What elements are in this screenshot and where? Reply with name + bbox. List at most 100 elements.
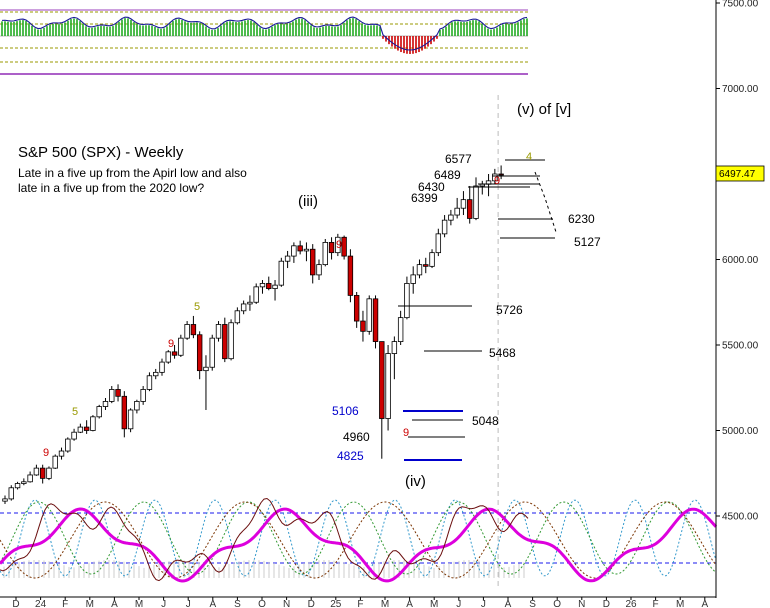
price-axis-tick-label: 5000.00 <box>722 426 759 437</box>
candle <box>353 291 360 328</box>
date-axis-label: J <box>186 599 191 608</box>
date-axis-label: A <box>701 599 708 608</box>
date-axis-label: D <box>12 599 19 608</box>
candle <box>397 310 404 345</box>
price-level-label: 6430 <box>418 180 445 194</box>
candle <box>178 334 184 357</box>
candle <box>435 228 442 257</box>
candle <box>278 257 285 287</box>
candle <box>372 295 379 349</box>
candle <box>272 280 278 301</box>
price-level-label: 5106 <box>332 404 359 418</box>
candle-body-up <box>448 214 454 221</box>
candle-body-down <box>353 295 360 322</box>
candle <box>121 391 128 438</box>
date-axis-label: S <box>234 599 241 608</box>
date-axis-label: M <box>430 599 438 608</box>
price-level-label: 5127 <box>574 235 601 249</box>
candle <box>209 334 215 371</box>
chart-subtitle-line-2: late in a five up from the 2020 low? <box>18 181 204 195</box>
histogram-signal-line <box>1 16 528 51</box>
candle <box>391 336 398 380</box>
candle <box>109 386 115 404</box>
candle <box>316 259 322 281</box>
date-axis-label: J <box>481 599 486 608</box>
candle-body-up <box>322 241 328 266</box>
candle-body-up <box>21 481 27 484</box>
top-histogram-indicator <box>0 9 528 77</box>
candle-body-up <box>140 389 146 402</box>
candle <box>479 180 485 195</box>
candle <box>21 478 27 486</box>
candle <box>159 358 165 376</box>
date-axis-label: M <box>381 599 389 608</box>
date-axis-label: 26 <box>625 599 637 608</box>
cycle-wave-long <box>0 501 717 579</box>
candle-body-up <box>90 416 96 431</box>
candle <box>460 191 467 216</box>
price-level-label: 6230 <box>568 212 595 226</box>
candle-body-up <box>429 252 435 267</box>
candle <box>385 345 391 431</box>
candle-body-up <box>253 286 259 303</box>
wave-label-v: (v) of [v] <box>517 101 571 118</box>
candle <box>52 454 58 469</box>
count-marker: 5 <box>72 406 78 418</box>
candle-body-up <box>134 401 140 411</box>
date-axis-label: D <box>308 599 315 608</box>
candle-body-up <box>71 431 77 440</box>
candle <box>247 295 253 311</box>
candle-body-up <box>404 283 410 319</box>
candle <box>77 423 84 434</box>
price-level-label: 4825 <box>337 449 364 463</box>
candle <box>140 386 146 405</box>
date-axis-label: F <box>62 599 68 608</box>
count-marker: 5 <box>194 301 200 313</box>
candle-body-up <box>165 351 171 363</box>
candle-body-up <box>416 264 423 276</box>
candle <box>266 276 272 291</box>
date-axis-label: J <box>456 599 461 608</box>
price-axis-tick-label: 4500.00 <box>722 512 759 523</box>
candle-body-up <box>391 341 398 354</box>
candle-body-down <box>171 351 178 356</box>
candle-body-up <box>303 248 310 252</box>
candle <box>379 341 385 459</box>
candle <box>485 174 492 197</box>
candle <box>328 237 335 260</box>
candle-body-up <box>209 337 215 368</box>
wave-label-iii: (iii) <box>298 193 318 210</box>
candle-body-up <box>240 303 247 312</box>
chart-subtitle-line-1: Late in a five up from the Apirl low and… <box>18 166 247 180</box>
candle <box>46 466 52 481</box>
price-axis: 4500.005000.005500.006000.006500.007000.… <box>715 0 759 598</box>
candle-body-up <box>441 219 448 235</box>
candle <box>240 300 247 315</box>
candle <box>297 240 303 255</box>
count-marker: 9 <box>336 239 342 251</box>
date-axis-label: A <box>505 599 512 608</box>
candle-body-down <box>341 236 347 257</box>
price-axis-tick-label: 6000.00 <box>722 255 759 266</box>
histogram-background <box>0 10 528 77</box>
candle-body-up <box>96 406 102 418</box>
candle-body-down <box>310 248 316 276</box>
candle <box>39 464 46 484</box>
candle <box>222 317 228 363</box>
candle <box>134 399 140 414</box>
candle-body-down <box>297 245 303 252</box>
cycle-composite-line <box>0 507 718 583</box>
count-marker: 9 <box>43 447 49 459</box>
date-axis-label: F <box>357 599 363 608</box>
candle <box>234 307 241 325</box>
candle-body-up <box>8 487 14 500</box>
price-axis-tick-label: 7500.00 <box>722 0 759 10</box>
date-axis-label: O <box>258 599 266 608</box>
candle-body-up <box>33 467 40 476</box>
candle <box>467 185 473 224</box>
candle <box>366 295 372 335</box>
candle-body-down <box>360 320 366 332</box>
candle-body-down <box>467 199 473 219</box>
date-axis-label: 24 <box>35 599 47 608</box>
candle-body-down <box>83 426 90 431</box>
